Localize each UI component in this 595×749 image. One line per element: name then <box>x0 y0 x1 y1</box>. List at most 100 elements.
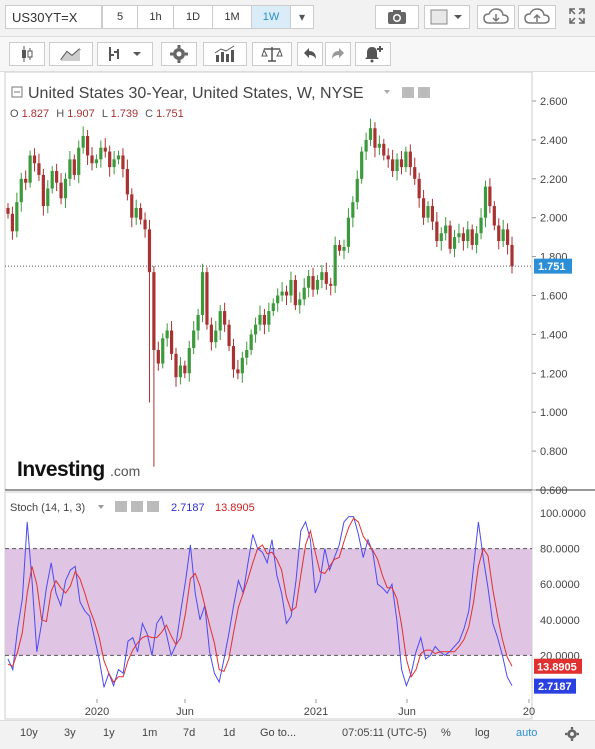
candle <box>19 172 23 212</box>
stoch-k-badge-value: 2.7187 <box>538 681 572 693</box>
range-3y[interactable]: 3y <box>64 727 76 739</box>
candle <box>32 148 37 172</box>
color-button[interactable] <box>424 5 470 29</box>
fullscreen-button[interactable] <box>563 5 591 29</box>
candle <box>165 323 169 347</box>
candle <box>333 236 337 293</box>
candle <box>417 172 421 208</box>
candle <box>271 298 275 316</box>
candle <box>315 275 320 295</box>
last-price-badge: 1.751 <box>534 258 572 274</box>
candle <box>41 168 45 216</box>
candle <box>15 192 19 238</box>
stoch-eye-icon[interactable] <box>115 501 127 512</box>
settings-gear-icon[interactable] <box>565 727 579 741</box>
range-7d[interactable]: 7d <box>183 727 196 739</box>
time-tick-label: Jun <box>176 706 194 718</box>
auto-toggle[interactable]: auto <box>516 727 538 739</box>
timeframe-dropdown[interactable]: ▾ <box>290 5 314 29</box>
range-1m[interactable]: 1m <box>142 727 158 739</box>
candle <box>143 212 147 238</box>
candle <box>55 163 59 192</box>
candle <box>276 288 280 312</box>
log-toggle[interactable]: log <box>475 727 490 739</box>
price-tick-label: 2.400 <box>540 135 568 147</box>
candle <box>421 189 426 225</box>
timeframe-1h[interactable]: 1h <box>137 5 174 29</box>
studies-icon <box>214 45 235 62</box>
settings-icon[interactable] <box>418 87 430 98</box>
undo-button[interactable] <box>297 42 323 66</box>
candle <box>404 146 408 172</box>
candle <box>435 212 439 248</box>
candle <box>430 198 435 230</box>
candle <box>351 196 355 228</box>
range-1y[interactable]: 1y <box>103 727 115 739</box>
collapse-icon[interactable] <box>11 86 23 98</box>
cloud-upload-button[interactable] <box>518 5 556 29</box>
stoch-tick-label: 80.0000 <box>540 544 580 556</box>
stoch-label: Stoch (14, 1, 3) <box>10 502 85 514</box>
candle <box>236 359 240 380</box>
candle <box>470 224 474 250</box>
candle <box>205 267 209 330</box>
stoch-k-line <box>7 516 513 688</box>
camera-icon <box>388 10 406 24</box>
timeframe-1w[interactable]: 1W <box>251 5 291 29</box>
candles-icon <box>22 46 33 62</box>
candle <box>311 267 315 297</box>
candle <box>324 262 328 290</box>
price-chart[interactable]: 2.6002.4002.2002.0001.8001.6001.4001.200… <box>0 72 595 720</box>
stoch-close-icon[interactable] <box>147 501 159 512</box>
timeframe-5[interactable]: 5 <box>102 5 138 29</box>
candle <box>488 178 492 214</box>
bar-type-dropdown[interactable] <box>97 42 153 66</box>
percent-toggle[interactable]: % <box>441 727 451 739</box>
chart-title: United States 30-Year, United States, W,… <box>28 85 364 102</box>
candle <box>10 206 15 240</box>
eye-icon[interactable] <box>402 87 414 98</box>
fullscreen-icon <box>569 8 585 24</box>
redo-icon <box>332 48 344 59</box>
timeframe-1d[interactable]: 1D <box>173 5 213 29</box>
redo-button[interactable] <box>325 42 351 66</box>
stoch-tick-label: 40.0000 <box>540 615 580 627</box>
cloud-download-button[interactable] <box>477 5 515 29</box>
candles-button[interactable] <box>9 42 45 66</box>
symbol-input[interactable]: US30YT=X <box>5 5 102 29</box>
candle <box>59 173 63 205</box>
undo-icon <box>304 48 316 59</box>
candle <box>50 166 54 194</box>
candle <box>466 221 470 249</box>
candle <box>452 229 457 258</box>
alert-icon <box>365 46 383 63</box>
price-tick-label: 1.400 <box>540 329 568 341</box>
investing-logo: Investing .com <box>17 458 140 481</box>
title-caret-icon[interactable] <box>384 90 390 94</box>
indicators-gear-button[interactable] <box>161 42 197 66</box>
candle <box>391 149 395 178</box>
balance-icon <box>261 47 283 62</box>
stoch-k-value: 2.7187 <box>171 502 205 514</box>
range-10y[interactable]: 10y <box>20 727 38 739</box>
price-tick-label: 0.800 <box>540 446 568 458</box>
time-tick-label: Jun <box>398 706 416 718</box>
candle <box>262 308 267 335</box>
candle <box>444 217 448 241</box>
timeframe-1m[interactable]: 1M <box>212 5 252 29</box>
balance-button[interactable] <box>252 42 292 66</box>
stoch-caret-icon[interactable] <box>98 505 104 509</box>
alert-button[interactable] <box>355 42 391 66</box>
camera-button[interactable] <box>375 5 419 29</box>
studies-button[interactable] <box>203 42 247 66</box>
stoch-d-line <box>7 517 513 683</box>
goto-button[interactable]: Go to... <box>260 727 297 739</box>
candle <box>501 219 505 248</box>
candle <box>342 239 346 260</box>
line-chart-button[interactable] <box>49 42 93 66</box>
candle <box>284 285 289 306</box>
ohlc-readout: O 1.827 H 1.907 L 1.739 C 1.751 <box>10 108 184 120</box>
stoch-settings-icon[interactable] <box>131 501 143 512</box>
range-1d[interactable]: 1d <box>223 727 236 739</box>
candle <box>307 270 311 298</box>
